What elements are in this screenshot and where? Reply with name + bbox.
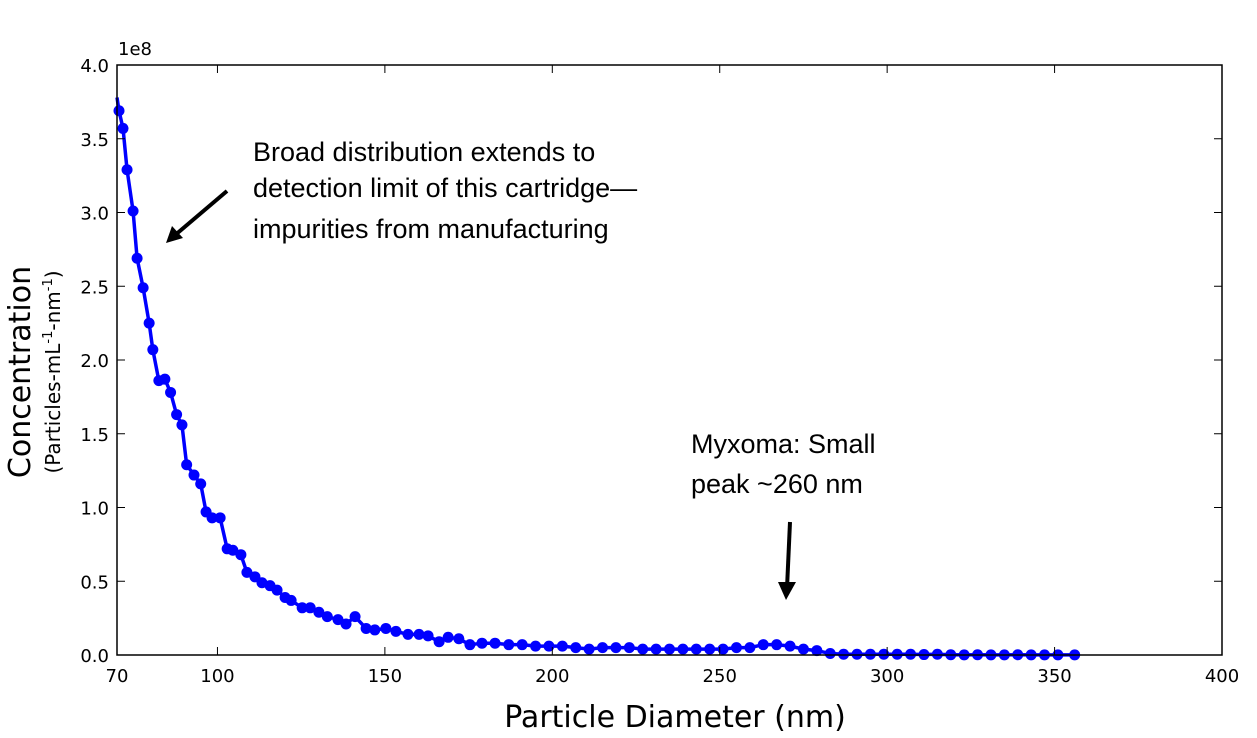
x-tick-label: 200 <box>535 666 569 687</box>
data-point <box>304 602 316 614</box>
svg-text:impurities from manufacturing: impurities from manufacturing <box>253 214 609 244</box>
data-point <box>637 643 649 655</box>
arrow-icon <box>166 189 229 243</box>
data-point <box>464 639 476 651</box>
data-point <box>296 602 308 614</box>
data-point <box>543 640 555 652</box>
y-axis-label: Concentration <box>3 266 38 478</box>
data-point <box>332 614 344 626</box>
data-point <box>181 459 193 471</box>
data-point <box>516 639 528 651</box>
data-point <box>650 643 662 655</box>
y-tick-label: 2.0 <box>80 351 109 372</box>
data-point <box>730 642 742 654</box>
x-tick-label: 100 <box>200 666 234 687</box>
data-point <box>623 642 635 654</box>
data-point <box>340 618 352 630</box>
data-point <box>757 639 769 651</box>
data-point <box>121 164 133 176</box>
y-tick-label: 2.5 <box>80 277 109 298</box>
data-point <box>556 640 568 652</box>
data-point <box>597 642 609 654</box>
annotation-broad-distribution: Broad distribution extends to detection … <box>166 137 637 244</box>
data-point <box>704 643 716 655</box>
data-point <box>677 643 689 655</box>
y-tick-label: 4.0 <box>80 56 109 77</box>
y-axis-units: (Particles-mL-1-nm-1) <box>41 270 65 473</box>
data-point <box>530 640 542 652</box>
data-point <box>143 317 155 329</box>
data-point <box>797 643 809 655</box>
data-point <box>117 122 129 134</box>
data-point <box>171 409 183 421</box>
data-point <box>433 636 445 648</box>
data-point <box>369 624 381 636</box>
y-tick-label: 1.0 <box>80 499 109 520</box>
data-point <box>784 640 796 652</box>
y-tick-label: 0.0 <box>80 646 109 667</box>
data-point <box>503 639 515 651</box>
y-tick-label: 3.5 <box>80 130 109 151</box>
data-point <box>442 631 454 643</box>
data-point <box>489 637 501 649</box>
data-point <box>610 642 622 654</box>
data-point <box>147 344 159 356</box>
data-point <box>717 643 729 655</box>
y-tick-label: 3.0 <box>80 204 109 225</box>
data-point <box>811 645 823 657</box>
data-point <box>241 566 253 578</box>
data-point <box>321 611 333 623</box>
y-tick-label: 0.5 <box>80 572 109 593</box>
x-tick-label: 70 <box>106 666 129 687</box>
x-tick-label: 350 <box>1037 666 1071 687</box>
data-point <box>690 643 702 655</box>
data-point <box>744 642 756 654</box>
data-point <box>271 584 283 596</box>
data-point <box>664 643 675 655</box>
data-point <box>360 622 372 634</box>
annotation-myxoma-peak: Myxoma: Small peak ~260 nm <box>691 429 876 600</box>
axis-ticks: 70 100 150 200 250 300 350 400 0.0 0.5 1.0 1.5 2.0 2.… <box>80 56 1239 687</box>
svg-text:detection limit of this cartri: detection limit of this cartridge— <box>253 173 637 203</box>
x-tick-label: 250 <box>703 666 737 687</box>
data-point <box>165 386 177 398</box>
data-point <box>188 469 200 481</box>
x-tick-label: 400 <box>1205 666 1239 687</box>
data-point <box>176 419 188 431</box>
data-point <box>127 205 139 217</box>
data-point <box>453 633 465 645</box>
y-offset-text: 1e8 <box>118 39 152 60</box>
data-point <box>195 478 207 490</box>
data-point <box>214 512 226 524</box>
data-point <box>137 282 149 294</box>
svg-text:Myxoma: Small: Myxoma: Small <box>691 429 876 459</box>
data-point <box>113 105 125 117</box>
data-point <box>235 549 247 561</box>
data-point <box>349 611 361 623</box>
x-tick-label: 150 <box>368 666 402 687</box>
data-point <box>570 642 582 654</box>
data-point <box>285 594 297 606</box>
svg-text:peak ~260 nm: peak ~260 nm <box>691 469 863 499</box>
data-point <box>583 643 595 655</box>
data-point <box>131 252 143 264</box>
data-point <box>206 512 218 524</box>
y-tick-label: 1.5 <box>80 425 109 446</box>
data-point <box>313 606 325 618</box>
x-tick-label: 300 <box>870 666 904 687</box>
data-point <box>227 544 239 556</box>
data-point <box>413 628 425 640</box>
data-point <box>159 373 171 385</box>
data-point <box>422 630 434 642</box>
data-point <box>390 625 402 637</box>
svg-text:Broad distribution extends to: Broad distribution extends to <box>253 137 595 167</box>
data-point <box>476 637 488 649</box>
data-point <box>771 639 783 651</box>
data-point <box>402 628 414 640</box>
data-point <box>380 622 392 634</box>
x-axis-label: Particle Diameter (nm) <box>504 700 846 734</box>
arrow-icon <box>778 521 796 600</box>
data-point <box>824 648 836 660</box>
